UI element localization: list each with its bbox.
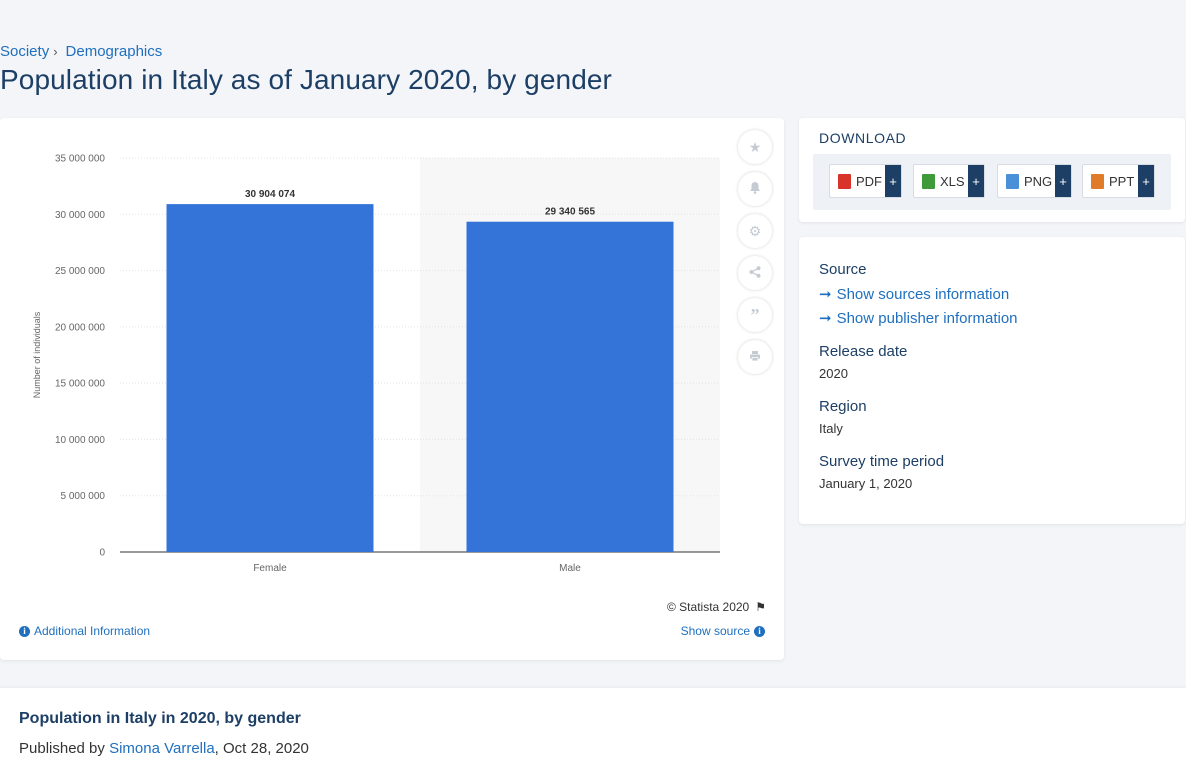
show-sources-label: Show sources information xyxy=(836,285,1010,303)
info-icon: i xyxy=(19,625,30,637)
top-bar xyxy=(0,0,1186,38)
print-icon xyxy=(749,349,761,365)
y-tick-label: 20 000 000 xyxy=(55,322,105,333)
breadcrumb: Society › Demographics xyxy=(0,43,162,60)
download-buttons-row: PDF + XLS + PNG + PPT + xyxy=(813,154,1171,210)
page-title: Population in Italy as of January 2020, … xyxy=(0,64,612,95)
additional-information-label: Additional Information xyxy=(34,624,151,638)
bar-female xyxy=(166,204,374,552)
y-tick-label: 25 000 000 xyxy=(55,266,105,277)
additional-information-link[interactable]: i Additional Information xyxy=(19,624,150,638)
download-png-button[interactable]: PNG + xyxy=(997,164,1072,198)
download-pdf-button[interactable]: PDF + xyxy=(829,164,902,198)
ppt-file-icon xyxy=(1091,173,1104,189)
download-png-label: PNG xyxy=(1024,173,1053,189)
arrow-right-icon: ➞ xyxy=(819,310,832,327)
plus-icon[interactable]: + xyxy=(1138,165,1154,197)
breadcrumb-separator: › xyxy=(53,44,58,59)
release-date-value: 2020 xyxy=(819,366,848,381)
download-card: DOWNLOAD PDF + XLS + PNG + PPT + xyxy=(799,118,1185,222)
share-button[interactable] xyxy=(738,256,772,290)
pdf-file-icon xyxy=(838,173,851,189)
chart-card: 0 5 000 000 10 000 000 15 000 000 20 000 000… xyxy=(0,118,784,660)
credit-text: © Statista 2020 xyxy=(667,600,750,614)
y-tick-label: 35 000 000 xyxy=(55,154,105,165)
published-by: Published by Simona Varrella, Oct 28, 20… xyxy=(19,740,309,757)
breadcrumb-demographics-link[interactable]: Demographics xyxy=(65,43,163,60)
y-axis-label: Number of individuals xyxy=(32,311,42,398)
source-label: Source xyxy=(819,261,867,278)
statista-credit: © Statista 2020 ⚑ xyxy=(667,600,766,614)
data-label: 29 340 565 xyxy=(545,207,595,218)
show-source-link[interactable]: Show source i xyxy=(681,624,765,638)
download-xls-button[interactable]: XLS + xyxy=(913,164,985,198)
y-tick-label: 30 000 000 xyxy=(55,210,105,221)
show-publisher-link[interactable]: ➞ Show publisher information xyxy=(819,309,1018,328)
y-tick-label: 5 000 000 xyxy=(61,491,106,502)
plus-icon[interactable]: + xyxy=(968,165,984,197)
bar-chart: 0 5 000 000 10 000 000 15 000 000 20 000 000… xyxy=(32,154,720,574)
download-title: DOWNLOAD xyxy=(819,130,907,146)
show-source-label: Show source xyxy=(680,624,750,638)
quote-icon: ” xyxy=(750,304,760,325)
settings-button[interactable]: ⚙ xyxy=(738,214,772,248)
release-date-label: Release date xyxy=(819,343,908,360)
flag-icon[interactable]: ⚑ xyxy=(755,600,766,614)
statistic-title: Population in Italy in 2020, by gender xyxy=(19,710,301,727)
x-tick-label: Male xyxy=(559,563,581,574)
download-ppt-button[interactable]: PPT + xyxy=(1082,164,1155,198)
survey-period-value: January 1, 2020 xyxy=(819,476,913,491)
region-value: Italy xyxy=(819,421,843,436)
favorite-button[interactable]: ★ xyxy=(738,130,772,164)
x-tick-label: Female xyxy=(253,563,287,574)
bell-icon xyxy=(749,181,761,197)
bar-male xyxy=(466,221,674,552)
gear-icon: ⚙ xyxy=(748,222,762,239)
breadcrumb-society-link[interactable]: Society xyxy=(0,43,50,60)
arrow-right-icon: ➞ xyxy=(819,286,832,303)
data-label: 30 904 074 xyxy=(245,189,295,200)
publish-date: , Oct 28, 2020 xyxy=(214,740,309,757)
chart-toolbar: ★ ⚙ ” xyxy=(738,130,772,382)
show-publisher-label: Show publisher information xyxy=(836,309,1018,327)
y-tick-label: 10 000 000 xyxy=(55,435,105,446)
survey-period-label: Survey time period xyxy=(819,453,945,470)
info-icon: i xyxy=(754,625,765,637)
statistic-info-card: Source ➞ Show sources information ➞ Show… xyxy=(799,237,1185,524)
xls-file-icon xyxy=(922,173,935,189)
y-tick-label: 0 xyxy=(99,548,105,559)
y-tick-label: 15 000 000 xyxy=(55,379,105,390)
show-sources-link[interactable]: ➞ Show sources information xyxy=(819,285,1010,304)
author-link[interactable]: Simona Varrella xyxy=(109,740,215,757)
statistic-meta-card: Population in Italy in 2020, by gender P… xyxy=(0,688,1186,768)
download-ppt-label: PPT xyxy=(1109,173,1135,189)
published-by-label: Published by xyxy=(19,740,110,757)
region-label: Region xyxy=(819,398,867,415)
plus-icon[interactable]: + xyxy=(1055,165,1071,197)
plus-icon[interactable]: + xyxy=(885,165,901,197)
star-icon: ★ xyxy=(748,138,762,155)
print-button[interactable] xyxy=(738,340,772,374)
download-xls-label: XLS xyxy=(940,173,965,189)
notification-button[interactable] xyxy=(738,172,772,206)
download-pdf-label: PDF xyxy=(856,173,882,189)
png-file-icon xyxy=(1006,173,1019,189)
cite-button[interactable]: ” xyxy=(738,298,772,332)
share-icon xyxy=(749,265,761,281)
